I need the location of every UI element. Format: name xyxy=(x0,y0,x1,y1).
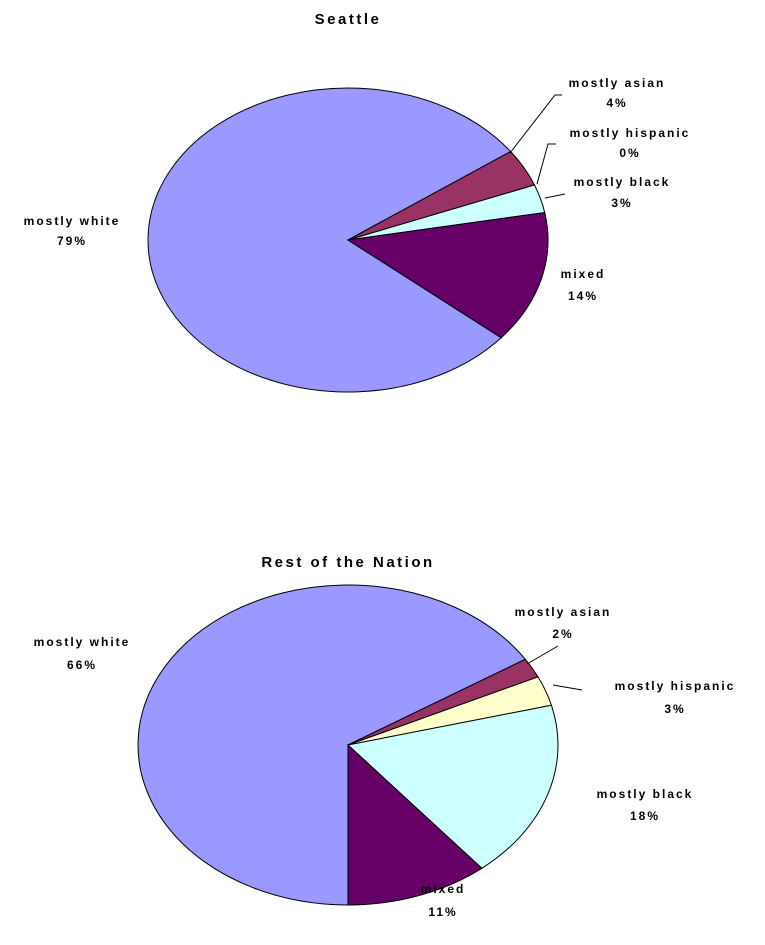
slice-value-label: 2% xyxy=(552,627,573,641)
leader-line xyxy=(509,94,562,154)
slice-value-label: 3% xyxy=(664,702,685,716)
slice-label: mixed xyxy=(561,267,606,281)
leader-line xyxy=(552,684,583,691)
slice-label: mostly asian xyxy=(515,605,612,619)
chart-title: Seattle xyxy=(315,11,382,28)
leader-line xyxy=(536,143,556,185)
leader-line xyxy=(544,193,566,199)
pie-slice xyxy=(137,584,527,906)
pie-slice xyxy=(147,87,512,393)
pie-slice xyxy=(347,743,483,906)
slice-value-label: 11% xyxy=(428,905,457,919)
slice-label: mostly black xyxy=(574,175,671,189)
slice-label: mostly black xyxy=(597,787,694,801)
slice-value-label: 18% xyxy=(630,809,660,823)
slice-label: mostly white xyxy=(34,635,131,649)
slice-value-label: 79% xyxy=(57,234,87,248)
pie-slice xyxy=(346,212,549,339)
chart-title: Rest of the Nation xyxy=(261,554,434,571)
pie-slice xyxy=(346,704,559,869)
slice-value-label: 3% xyxy=(611,196,632,210)
slice-value-label: 0% xyxy=(619,146,640,160)
slice-label: mostly asian xyxy=(569,76,666,90)
leader-line xyxy=(526,645,559,665)
slice-label: mostly white xyxy=(24,214,121,228)
slice-value-label: 14% xyxy=(568,289,598,303)
slice-value-label: 66% xyxy=(67,658,97,672)
slice-label: mostly hispanic xyxy=(615,679,736,693)
slice-label: mostly hispanic xyxy=(570,126,691,140)
slice-label: mixed xyxy=(421,882,466,896)
slice-value-label: 4% xyxy=(606,96,627,110)
